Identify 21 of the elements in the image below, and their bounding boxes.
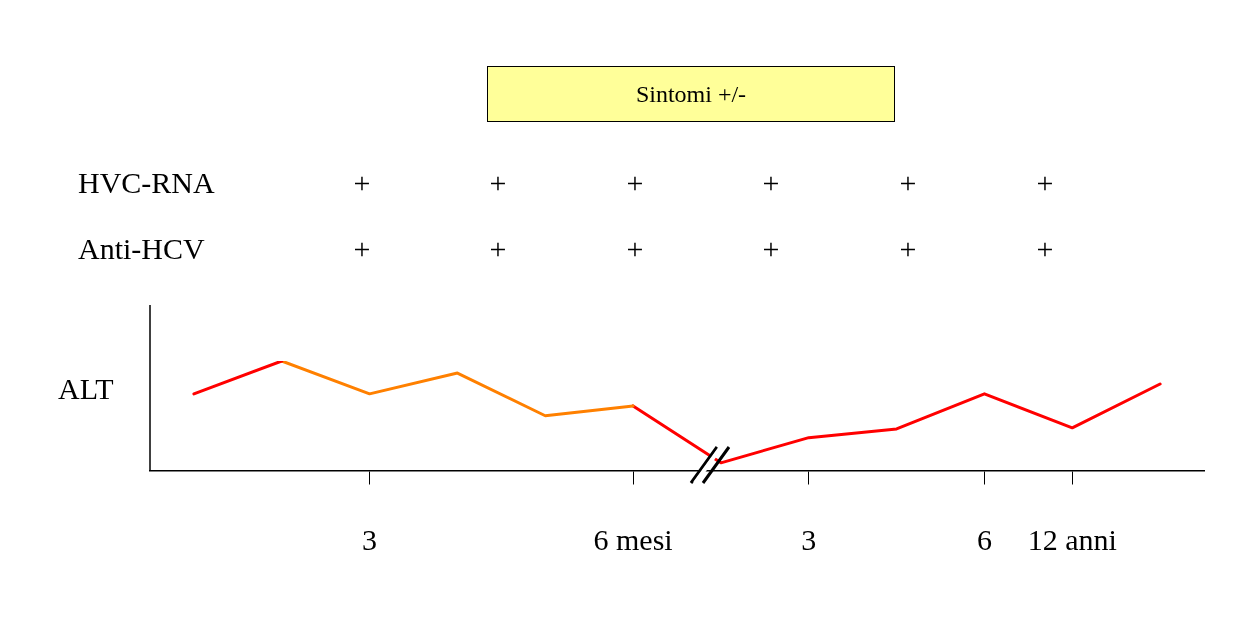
- x-tick-label: 3: [362, 523, 378, 557]
- text: +: [899, 165, 917, 201]
- text: Sintomi +/-: [487, 66, 895, 122]
- text: HVC-RNA: [78, 165, 215, 201]
- text: +: [899, 231, 917, 267]
- x-tick-label: 3: [801, 523, 817, 557]
- text: +: [762, 231, 780, 267]
- x-tick-label: 6: [976, 523, 992, 557]
- text: +: [626, 165, 644, 201]
- text: +: [489, 231, 507, 267]
- text: +: [626, 231, 644, 267]
- text: +: [353, 231, 371, 267]
- x-tick-label: 6 mesi: [593, 523, 673, 557]
- y-axis-title: ALT: [58, 372, 114, 406]
- text: +: [353, 165, 371, 201]
- text: +: [489, 165, 507, 201]
- text: Anti-HCV: [78, 231, 205, 267]
- text: +: [1036, 165, 1054, 201]
- x-tick-label: 12 anni: [1027, 523, 1117, 557]
- text: +: [762, 165, 780, 201]
- text: +: [1036, 231, 1054, 267]
